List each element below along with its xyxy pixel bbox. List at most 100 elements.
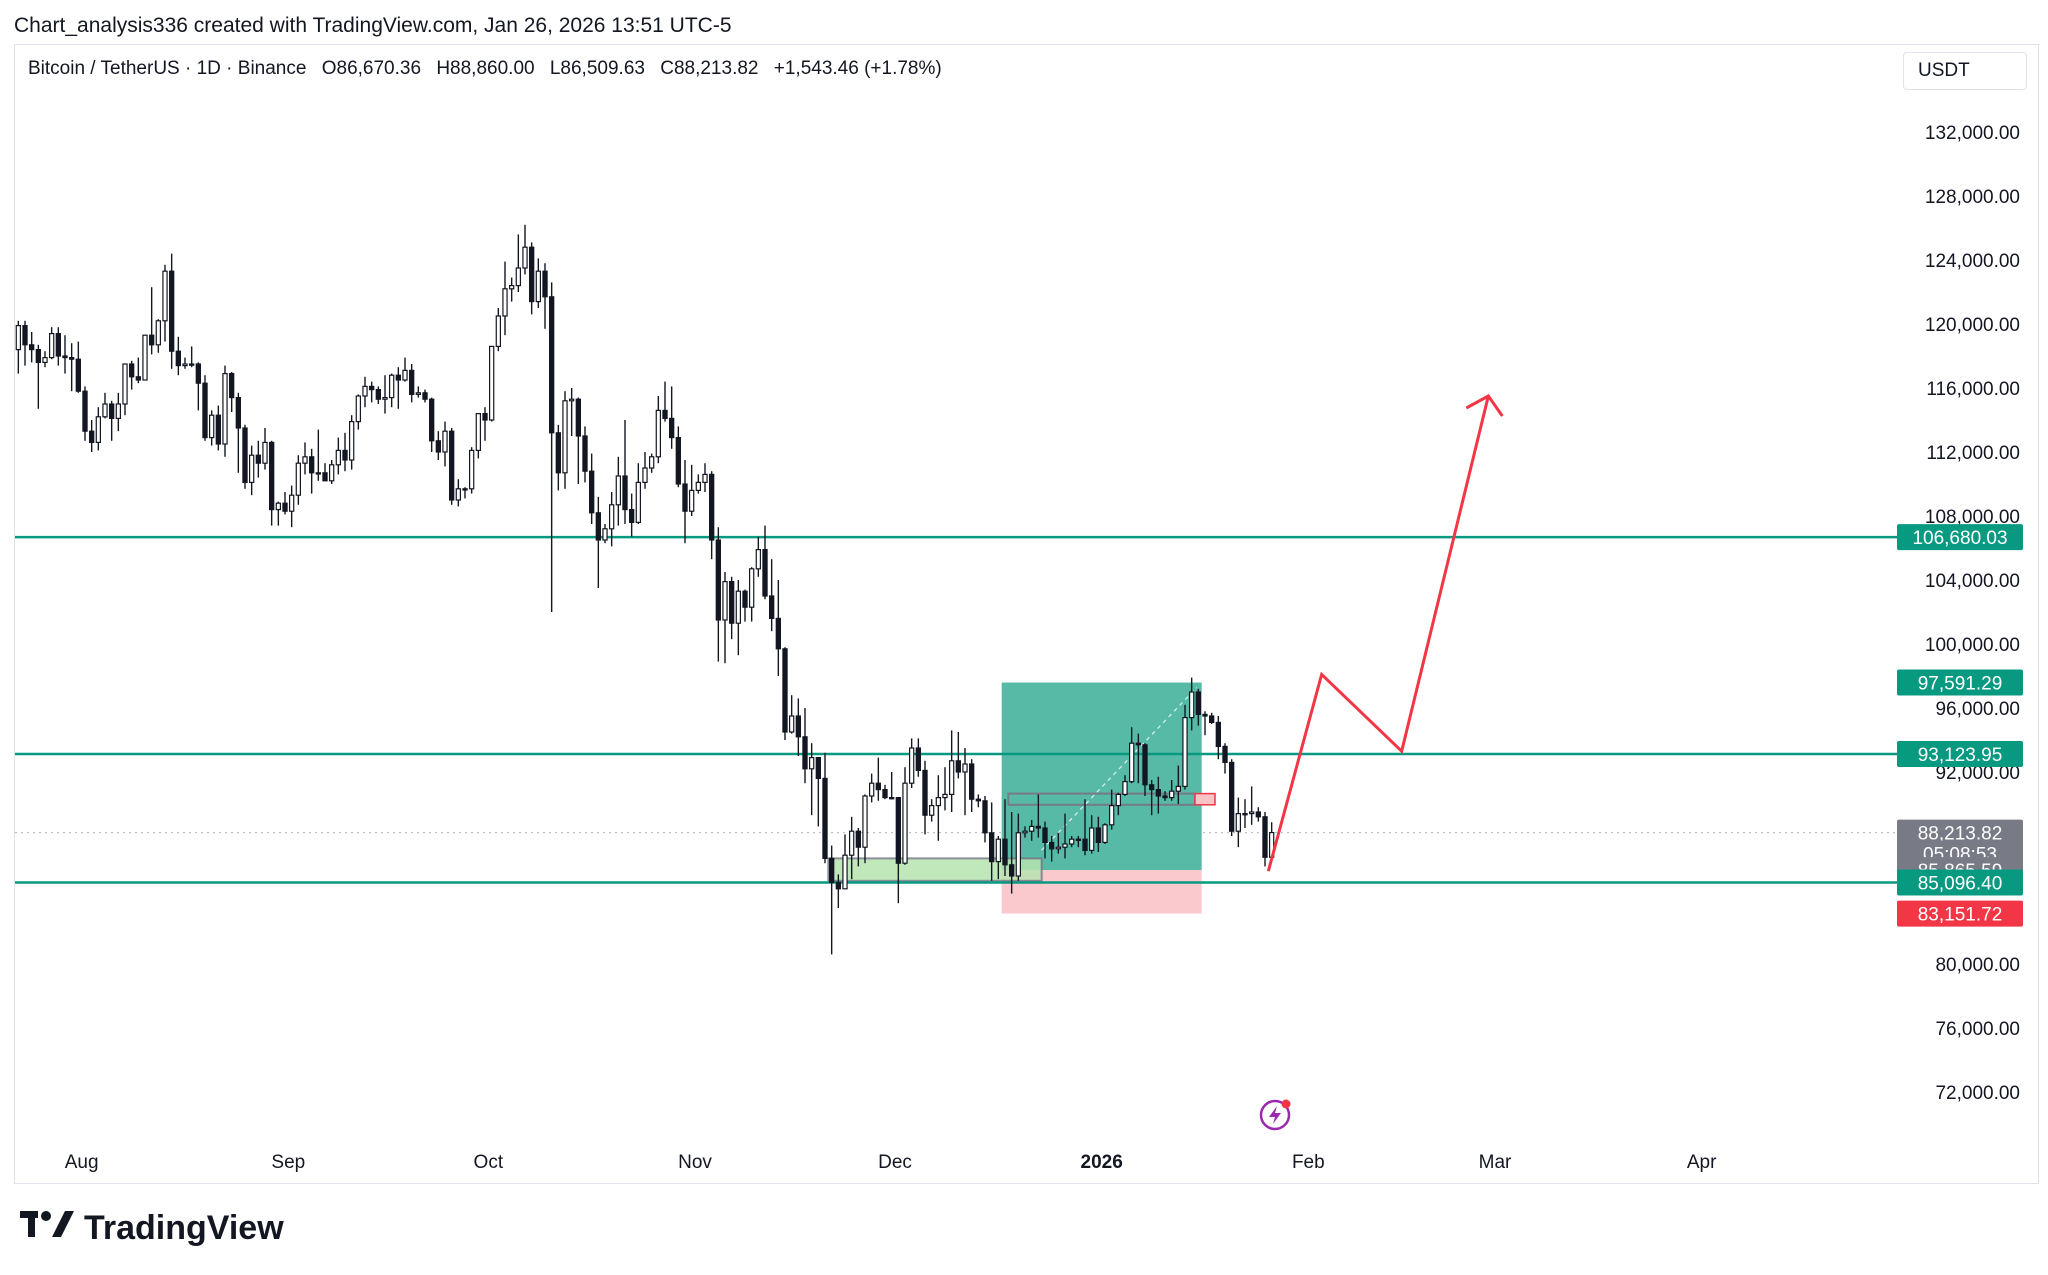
candle-body (935, 796, 941, 807)
candle-body (762, 548, 768, 597)
candle-body (1248, 811, 1255, 815)
candle-body (622, 475, 628, 511)
candle-body (415, 392, 421, 395)
candle-body (282, 502, 288, 512)
candle-body (15, 325, 21, 351)
candle-body (142, 334, 148, 381)
currency-selector[interactable]: USDT (1903, 52, 2027, 90)
candle-body (568, 398, 575, 402)
candle-body (182, 363, 188, 367)
candle-body (1015, 832, 1021, 877)
candle-body (668, 417, 675, 439)
candle-body (82, 390, 88, 432)
candle-body (908, 747, 915, 784)
candle-body (349, 421, 355, 461)
y-tick-label: 72,000.00 (1935, 1083, 2020, 1104)
price-label-bg (1897, 900, 2023, 927)
candle-body (715, 539, 721, 621)
candle-body (335, 449, 341, 466)
candle-body (655, 409, 661, 458)
candle-body (68, 357, 75, 360)
candle-body (782, 648, 788, 733)
candle-body (195, 363, 201, 384)
candle-body (768, 595, 775, 619)
candle-body (1022, 830, 1028, 834)
candle-body (868, 782, 875, 797)
candle-body (895, 796, 901, 864)
candle-body (928, 804, 935, 816)
candle-body (1235, 812, 1242, 832)
candle-body (1068, 838, 1075, 845)
y-tick-label: 116,000.00 (1926, 379, 2020, 400)
candle-body (688, 489, 695, 512)
candle-body (1202, 713, 1208, 717)
demand-zone (827, 857, 1043, 882)
candle-body (642, 467, 648, 483)
price-label-bg (1897, 669, 2023, 696)
price-label-text: 83,151.72 (1918, 905, 2003, 926)
y-tick-label: 108,000.00 (1925, 507, 2020, 528)
candle-body (495, 315, 501, 347)
candle-body (442, 430, 448, 453)
projection-path (1266, 395, 1490, 872)
candle-body (968, 763, 975, 800)
candle-body (942, 793, 948, 799)
candle-body (755, 548, 761, 570)
candle-body (955, 760, 961, 773)
candle-body (1222, 745, 1228, 764)
candle-body (315, 472, 321, 475)
x-tick-label: Sep (271, 1152, 305, 1173)
candle-body (382, 397, 388, 400)
tradingview-logo[interactable]: TradingView (20, 1208, 284, 1248)
candle-body (1255, 811, 1262, 818)
candle-body (555, 432, 561, 474)
candle-body (975, 798, 981, 802)
price-label-text: 85,096.40 (1918, 873, 2003, 894)
candle-body (922, 769, 928, 816)
candle-body (528, 246, 535, 303)
candle-body (88, 430, 95, 444)
candle-body (775, 617, 781, 650)
candle-body (362, 385, 368, 397)
candle-body (808, 756, 815, 770)
candle-body (1088, 827, 1095, 851)
candle-body (1262, 816, 1268, 858)
candle-body (735, 590, 741, 624)
candle-body (55, 333, 61, 357)
y-tick-label: 132,000.00 (1925, 123, 2020, 144)
candle-body (575, 398, 581, 437)
x-tick-label: Apr (1687, 1152, 1717, 1173)
lightning-icon (1259, 1099, 1291, 1131)
x-tick-label: Dec (878, 1152, 912, 1173)
candle-body (95, 416, 102, 443)
candle-body (1135, 742, 1142, 746)
candle-body (582, 435, 588, 472)
candle-body (75, 358, 82, 392)
chart-frame (14, 44, 2039, 1184)
ohlc-close: C88,213.82 (660, 58, 759, 79)
candle-body (209, 414, 215, 439)
candle-body (888, 796, 895, 800)
candle-body (1055, 846, 1062, 850)
candle-body (842, 854, 848, 890)
candle-body (1182, 716, 1188, 787)
candle-body (802, 736, 808, 770)
candle-body (815, 756, 821, 779)
candle-body (1035, 825, 1042, 829)
candle-body (695, 481, 701, 491)
candle-body (962, 763, 968, 773)
candle-body (395, 374, 401, 381)
candle-body (155, 320, 161, 346)
candle-body (229, 373, 235, 399)
candle-body (149, 334, 155, 346)
candle-body (422, 392, 428, 400)
y-tick-label: 120,000.00 (1925, 315, 2020, 336)
candle-body (269, 441, 275, 511)
symbol-name[interactable]: Bitcoin / TetherUS · 1D · Binance (28, 58, 307, 79)
candle-body (548, 296, 555, 434)
candle-body (475, 413, 481, 452)
candle-body (1062, 843, 1068, 848)
candle-body (635, 481, 641, 523)
y-tick-label: 124,000.00 (1925, 251, 2020, 272)
